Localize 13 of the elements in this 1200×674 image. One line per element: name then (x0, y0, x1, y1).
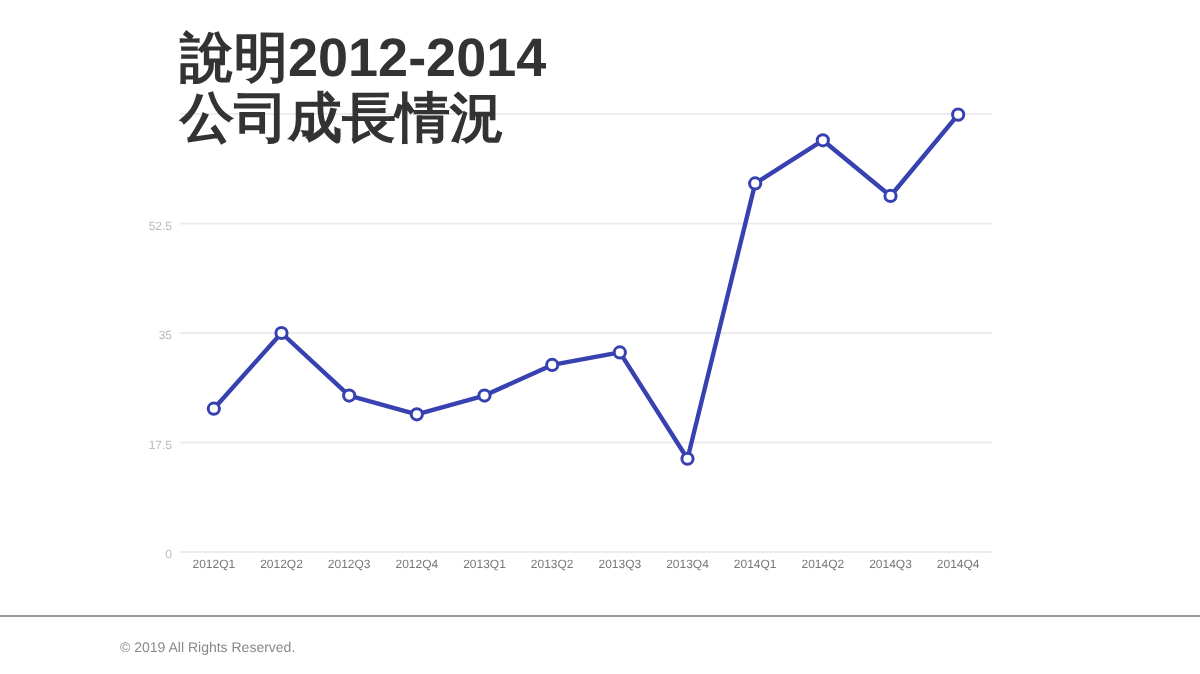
point (342, 388, 357, 403)
point (206, 401, 221, 416)
point (748, 176, 763, 191)
point (951, 107, 966, 122)
point (477, 388, 492, 403)
point (545, 357, 560, 373)
point (409, 407, 424, 422)
point (815, 133, 830, 148)
point (883, 188, 898, 204)
chart-title: 說明2012-2014 公司成長情況 (178, 28, 547, 148)
point (612, 345, 627, 360)
point (680, 451, 695, 466)
point (274, 325, 289, 341)
